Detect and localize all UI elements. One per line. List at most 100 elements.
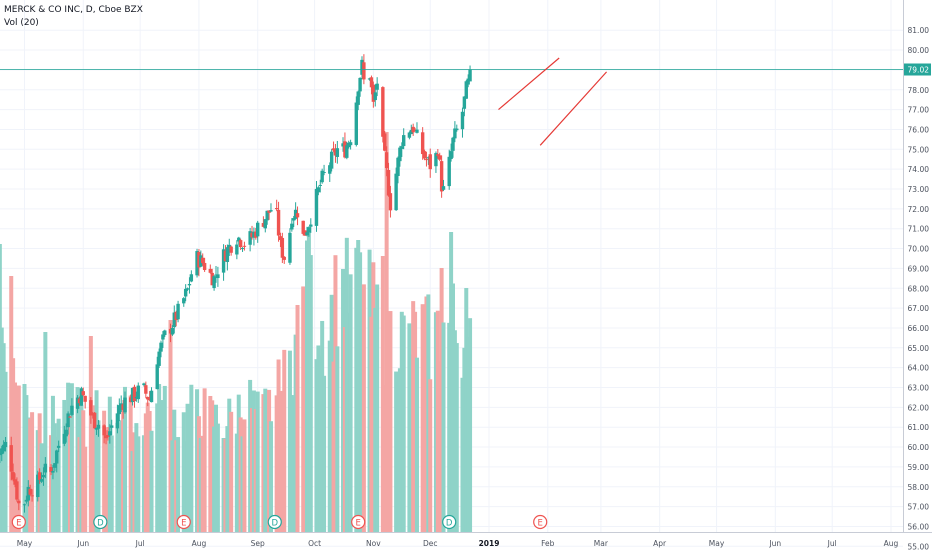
candle xyxy=(328,162,332,182)
candle xyxy=(157,348,161,368)
candle xyxy=(89,397,93,424)
volume-label: Vol (20) xyxy=(4,18,39,28)
dividend-marker[interactable]: D xyxy=(267,514,282,530)
candle-body xyxy=(265,210,269,221)
candle-body xyxy=(411,126,415,133)
earnings-marker[interactable]: E xyxy=(11,514,26,530)
candle xyxy=(466,74,470,88)
volume-bar xyxy=(308,255,313,532)
candle-body xyxy=(53,463,57,468)
price-tick-label: 67.00 xyxy=(908,304,930,313)
dividend-marker[interactable]: D xyxy=(442,514,457,530)
candle-body xyxy=(121,404,125,410)
candle-body xyxy=(426,157,431,159)
volume-bar xyxy=(414,357,419,532)
candle-body xyxy=(163,330,167,336)
price-tick-label: 64.00 xyxy=(908,364,930,373)
event-marker-circle xyxy=(267,514,282,530)
candle-body xyxy=(269,210,273,212)
candle-body xyxy=(202,262,207,271)
last-price-tag-bg xyxy=(904,63,931,76)
time-tick-label: Mar xyxy=(594,539,609,548)
candle xyxy=(333,143,338,163)
earnings-marker[interactable]: E xyxy=(533,514,548,530)
candle-body xyxy=(422,151,427,159)
volume-bar xyxy=(335,346,340,532)
earnings-marker[interactable]: E xyxy=(176,514,191,530)
candle xyxy=(55,449,59,473)
trendline xyxy=(498,57,560,111)
event-marker-circle xyxy=(11,514,26,530)
candle xyxy=(201,253,205,266)
candle xyxy=(51,464,55,480)
candle-body xyxy=(0,453,2,456)
candle xyxy=(335,140,340,164)
candle xyxy=(1,440,6,454)
candle xyxy=(155,356,159,390)
candle xyxy=(341,137,345,152)
candle-body xyxy=(55,450,59,464)
candle-body xyxy=(22,504,27,506)
candle-body xyxy=(39,479,44,482)
candle xyxy=(464,80,468,99)
earnings-marker[interactable]: E xyxy=(351,514,366,530)
candle xyxy=(373,84,377,107)
candle xyxy=(383,131,387,152)
candle-body xyxy=(295,213,300,218)
candle xyxy=(441,179,446,192)
candle-body xyxy=(43,463,48,473)
candle-body xyxy=(128,397,133,403)
candle xyxy=(62,425,67,447)
candle xyxy=(438,152,442,162)
candle-body xyxy=(407,132,412,138)
candle-body xyxy=(123,397,127,413)
candle xyxy=(43,457,48,479)
candle xyxy=(402,128,406,150)
candle xyxy=(53,463,57,472)
candle-body xyxy=(292,218,296,221)
candle-body xyxy=(81,391,85,396)
candle-body xyxy=(223,250,228,262)
candle-body xyxy=(309,224,313,227)
candle xyxy=(360,56,364,80)
price-tick-label: 66.00 xyxy=(908,324,930,333)
candle-body xyxy=(89,400,93,416)
candle-body xyxy=(331,148,336,151)
candle xyxy=(447,149,451,190)
candle xyxy=(434,151,438,173)
candle-body xyxy=(293,209,298,219)
candle-body xyxy=(15,481,19,500)
candle xyxy=(381,86,385,143)
candle xyxy=(278,232,283,248)
candle-body xyxy=(11,472,15,480)
candle-body xyxy=(115,413,120,429)
candle-body xyxy=(415,129,419,133)
candle xyxy=(128,394,133,403)
candle xyxy=(115,404,120,434)
candle-body xyxy=(75,397,80,409)
candle xyxy=(94,427,99,436)
candle-body xyxy=(303,230,307,236)
candle xyxy=(398,145,402,167)
candle-body xyxy=(136,385,140,400)
price-tick-label: 76.00 xyxy=(908,125,930,134)
candle-body xyxy=(453,128,457,139)
candle xyxy=(49,464,53,476)
candle xyxy=(320,168,324,184)
dividend-marker[interactable]: D xyxy=(93,514,108,530)
volume-bar xyxy=(468,318,473,532)
candle-body xyxy=(240,248,245,250)
candle xyxy=(102,424,106,444)
candle xyxy=(83,395,87,409)
volume-bar xyxy=(136,436,141,532)
candle-body xyxy=(17,500,21,504)
price-tick-label: 69.00 xyxy=(908,264,930,273)
candle xyxy=(274,199,279,212)
candle xyxy=(41,467,46,486)
candle xyxy=(369,75,374,95)
volume-bar xyxy=(348,274,353,532)
candle xyxy=(36,470,40,502)
candle-body xyxy=(134,396,139,399)
